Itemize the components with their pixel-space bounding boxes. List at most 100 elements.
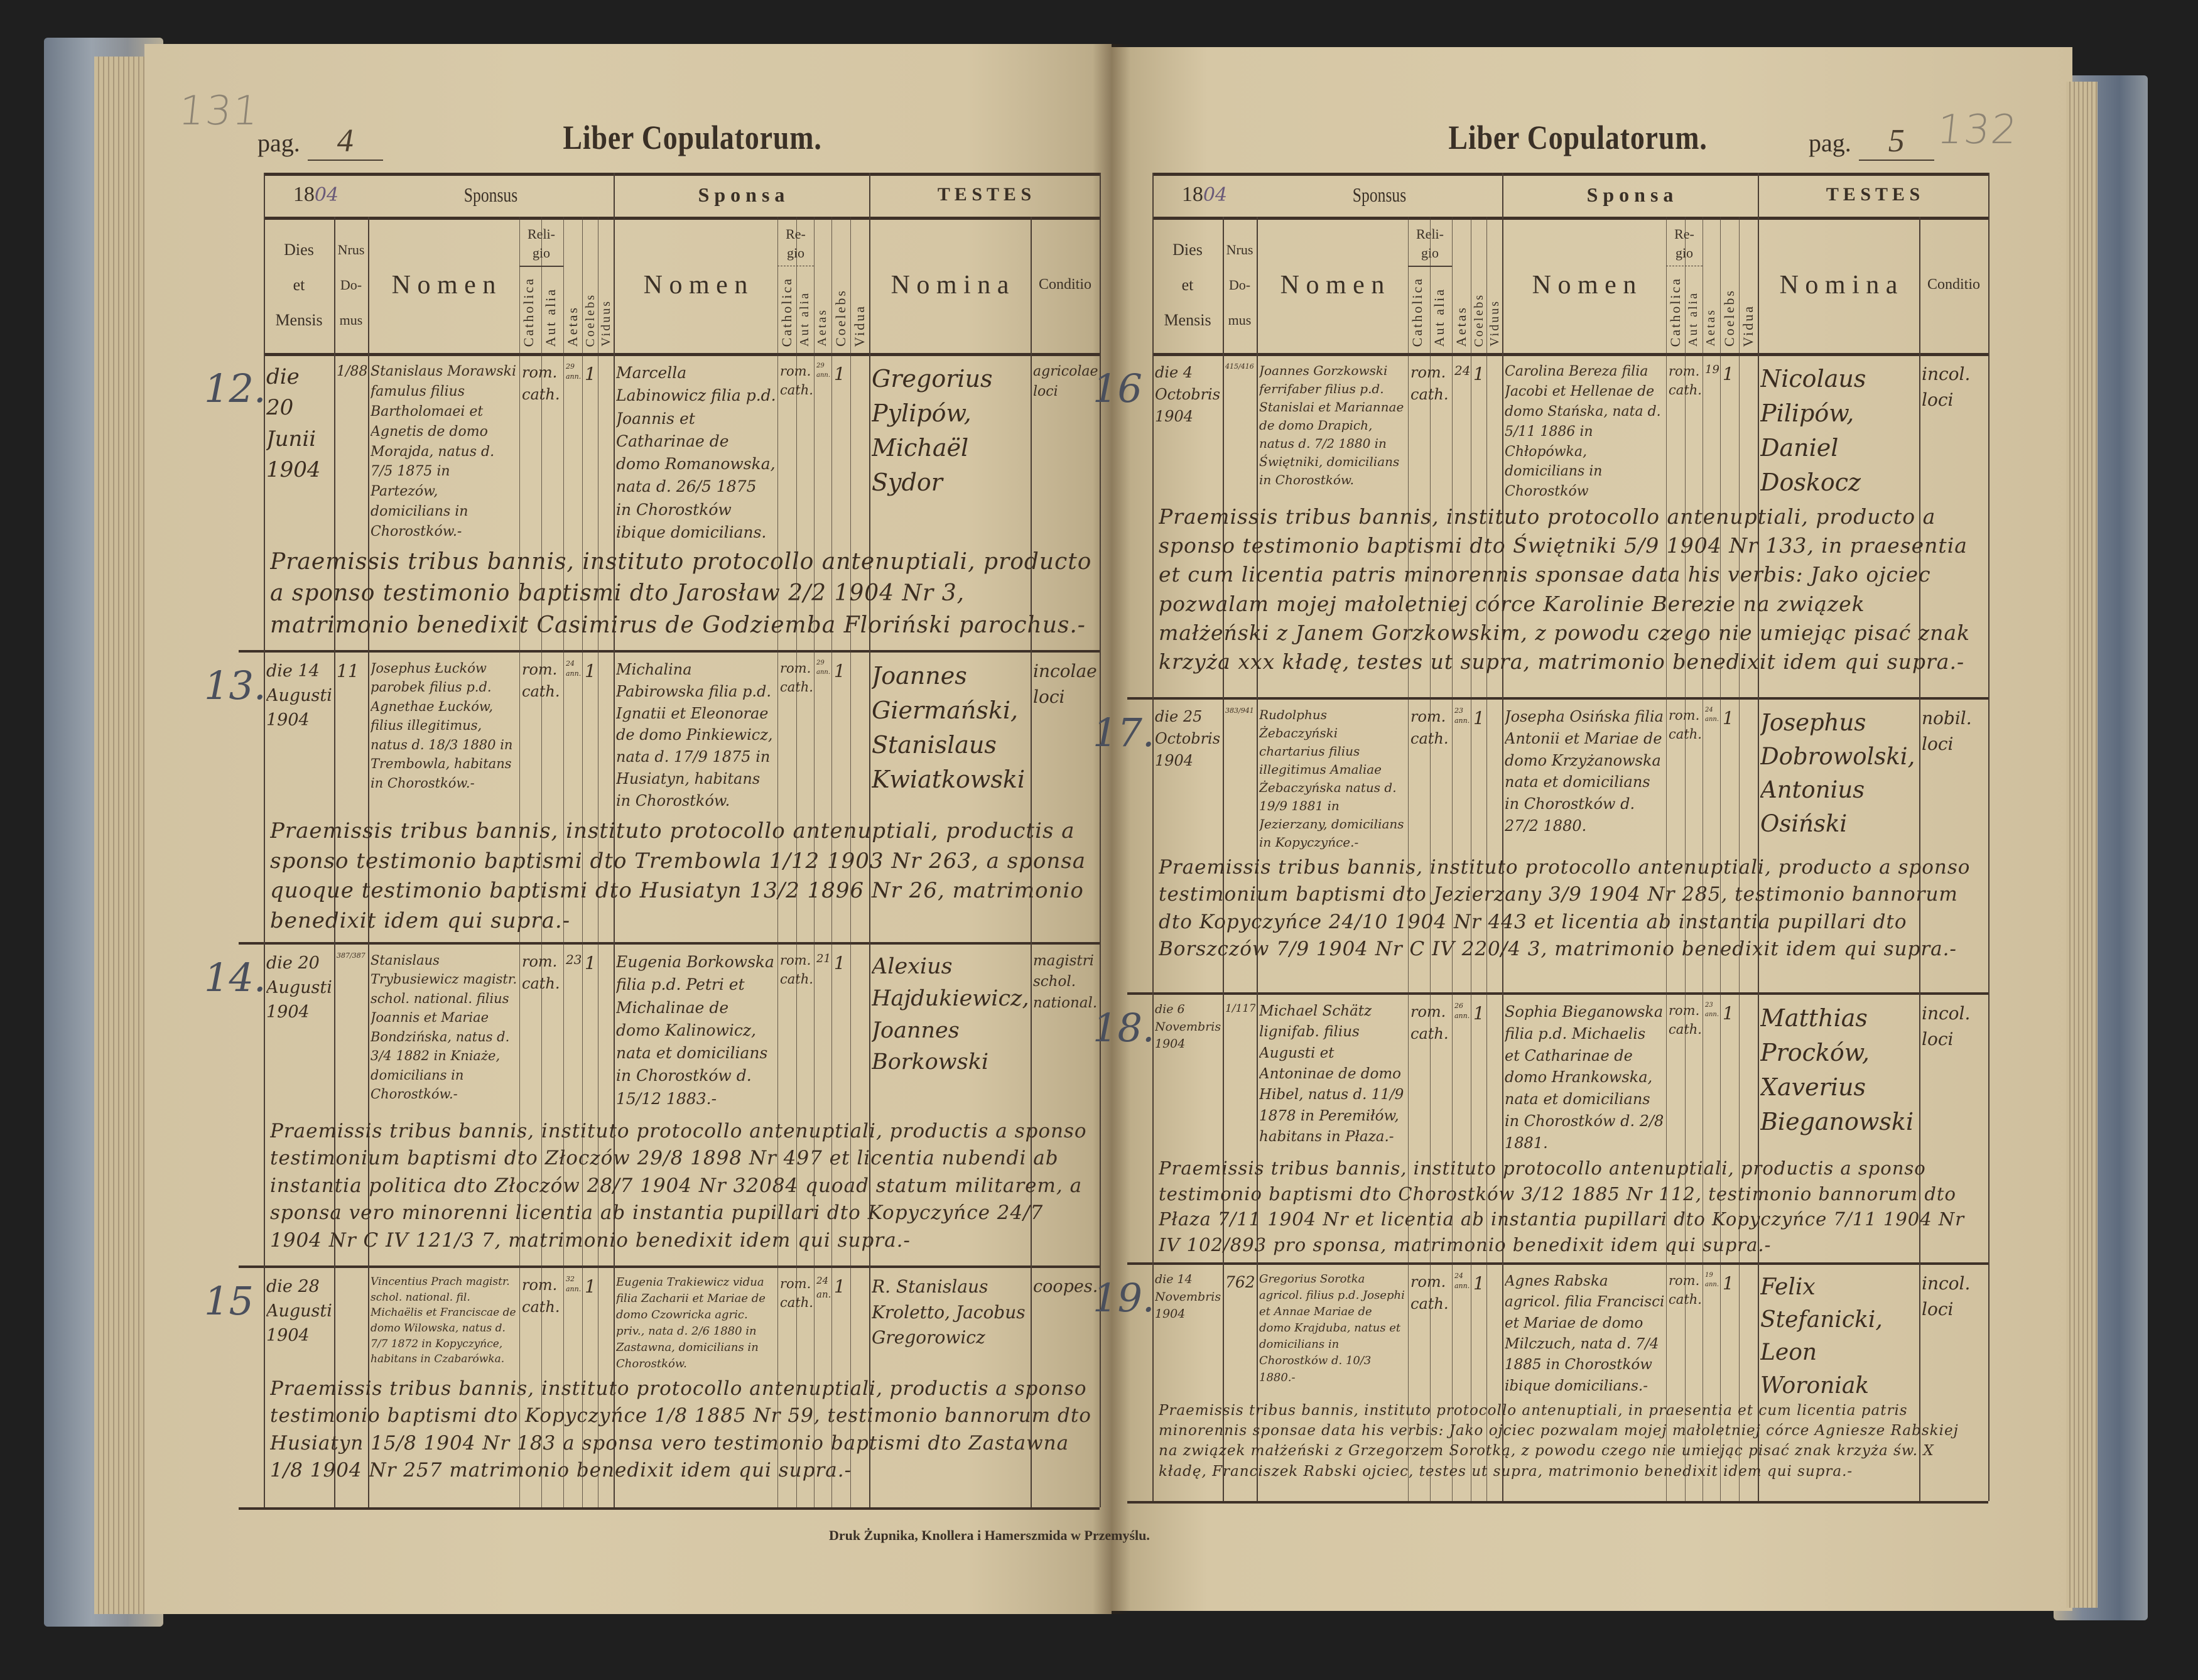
pag-number: 5 — [1858, 122, 1934, 161]
entry-date: die 4 Octobris 1904 — [1155, 364, 1221, 425]
entry-remark: Praemissis tribus bannis, instituto prot… — [270, 1377, 1091, 1482]
header-aut-alia: Aut alia — [1686, 291, 1700, 347]
entry-number: 12. — [204, 366, 266, 411]
header-sponsus-nomen: N o m e n — [1280, 270, 1385, 300]
entry-house-number: 1/117 — [1225, 1002, 1255, 1015]
column-rule — [869, 173, 870, 1507]
witnesses-condition: incolae loci — [1033, 661, 1097, 707]
header-nrus-domus: Nrus Do- mus — [337, 241, 365, 328]
column-rule — [1031, 217, 1032, 1507]
header-aetas: Aetas — [565, 305, 580, 347]
witnesses-names: Josephus Dobrowolski, Antonius Osiński — [1760, 709, 1915, 837]
page-edges-right — [2066, 82, 2098, 1608]
column-rule — [1685, 217, 1686, 1501]
sponsus-age: 26 ann. — [1454, 1002, 1470, 1020]
header-vidua: Vidua — [852, 304, 867, 347]
header-top-rule — [264, 173, 1100, 176]
sponsa-religion: rom. cath. — [780, 953, 813, 987]
year-suffix-handwritten: 04 — [314, 183, 339, 206]
column-rule — [563, 217, 564, 1507]
entry-remark: Praemissis tribus bannis, instituto prot… — [1159, 1157, 1965, 1255]
witnesses-names: Matthias Procków, Xaverius Bieganowski — [1760, 1004, 1914, 1136]
sponsa-age: 23 ann. — [1705, 1002, 1719, 1018]
sponsus-coelebs-mark: 1 — [585, 953, 596, 973]
entry-separator-rule — [1127, 697, 1988, 700]
entry-separator-rule — [239, 1265, 1100, 1268]
column-rule — [1408, 217, 1409, 1501]
column-rule — [1919, 217, 1920, 1501]
header-sponsa: S p o n s a — [698, 183, 785, 206]
column-rule — [850, 217, 851, 1507]
column-rule — [614, 173, 615, 1507]
header-testes-nomina: N o m i n a — [891, 270, 1009, 300]
table-left-border — [1152, 173, 1154, 1501]
year-suffix-handwritten: 04 — [1203, 183, 1228, 206]
sponsa-name: Sophia Bieganowska filia p.d. Michaelis … — [1505, 1003, 1664, 1152]
sponsus-coelebs-mark: 1 — [1473, 364, 1485, 384]
witnesses-condition: agricolae loci — [1033, 364, 1098, 399]
column-rule — [796, 217, 797, 1507]
sponsus-name: Gregorius Sorotka agricol. filius p.d. J… — [1259, 1272, 1405, 1384]
header-dies-et-mensis: Dies et Mensis — [1164, 240, 1211, 329]
sponsa-coelebs-mark: 1 — [1723, 364, 1734, 384]
right-page — [1112, 47, 2072, 1611]
entry-number: 18. — [1093, 1005, 1155, 1051]
table-right-border — [1100, 173, 1101, 1507]
header-testes: T E S T E S — [937, 184, 1032, 205]
sponsa-age: 24 ann. — [1705, 707, 1719, 723]
header-coelebs: Coelebs — [583, 293, 597, 347]
entry-remark: Praemissis tribus bannis, instituto prot… — [270, 549, 1092, 638]
header-nrus-domus: Nrus Do- mus — [1226, 241, 1253, 328]
sponsus-age: 24 ann. — [566, 659, 581, 678]
entry-house-number: 762 — [1225, 1273, 1255, 1291]
sponsus-religion: rom. cath. — [522, 953, 560, 992]
sponsus-name: Josephus Łucków parobek filius p.d. Agne… — [371, 661, 513, 791]
right-page-number: pag. 5 — [1809, 122, 1934, 161]
witnesses-names: R. Stanislaus Kroletto, Jacobus Gregorow… — [872, 1276, 1026, 1348]
column-rule — [334, 217, 335, 1507]
right-page-title: Liber Copulatorum. — [1448, 119, 1708, 156]
sponsa-religion: rom. cath. — [780, 364, 813, 398]
entry-number: 17. — [1093, 710, 1155, 756]
witnesses-condition: magistri schol. national. — [1033, 953, 1098, 1011]
witnesses-condition: coopes. — [1033, 1277, 1098, 1296]
sponsus-religion: rom. cath. — [522, 364, 560, 403]
entry-date: die 25 Octobris 1904 — [1155, 708, 1221, 769]
column-rule — [582, 217, 583, 1507]
column-rule — [831, 217, 832, 1507]
sponsus-religion: rom. cath. — [522, 1276, 560, 1316]
header-catholica: Catholica — [1667, 276, 1683, 347]
sponsa-religion: rom. cath. — [1669, 364, 1701, 398]
header-bottom-rule — [1152, 353, 1988, 356]
sponsa-name: Carolina Bereza filia Jacobi et Hellenae… — [1505, 364, 1661, 500]
left-page-number: pag. 4 — [257, 122, 383, 161]
sponsus-age: 24 ann. — [1454, 1272, 1470, 1290]
sponsus-religion: rom. cath. — [1410, 1003, 1449, 1043]
sponsus-name: Vincentius Prach magistr. schol. nationa… — [371, 1276, 516, 1366]
entry-house-number: 415/416 — [1225, 362, 1254, 371]
sponsa-age: 24 an. — [816, 1275, 830, 1300]
year-cell: 18 04 — [1152, 173, 1257, 217]
witnesses-names: Joannes Giermański, Stanislaus Kwiatkows… — [872, 662, 1026, 794]
column-rule — [1758, 173, 1759, 1501]
header-sponsus: Sponsus — [1352, 183, 1407, 206]
header-top-rule — [1152, 173, 1988, 176]
sponsus-coelebs-mark: 1 — [1473, 708, 1485, 729]
entry-separator-rule — [1127, 1501, 1988, 1504]
header-aetas: Aetas — [1704, 308, 1718, 347]
sponsus-coelebs-mark: 1 — [585, 1276, 596, 1297]
witnesses-names: Gregorius Pylipów, Michaël Sydor — [872, 365, 993, 497]
header-aut-alia: Aut alia — [798, 291, 811, 347]
witnesses-names: Felix Stefanicki, Leon Woroniak — [1760, 1274, 1883, 1399]
sponsa-coelebs-mark: 1 — [834, 953, 845, 973]
sponsus-religion: rom. cath. — [1410, 364, 1449, 403]
right-margin-folio-number: 132 — [1935, 107, 2021, 153]
header-sponsus-religio: Reli- gio — [1408, 222, 1452, 267]
entry-house-number: 387/387 — [337, 951, 365, 960]
pag-number: 4 — [307, 122, 383, 161]
entry-house-number — [337, 1274, 367, 1377]
sponsus-age: 23 — [566, 952, 581, 967]
entry-separator-rule — [1127, 992, 1988, 995]
header-sponsa-religio: Re- gio — [1666, 222, 1703, 266]
column-rule — [1257, 217, 1258, 1501]
